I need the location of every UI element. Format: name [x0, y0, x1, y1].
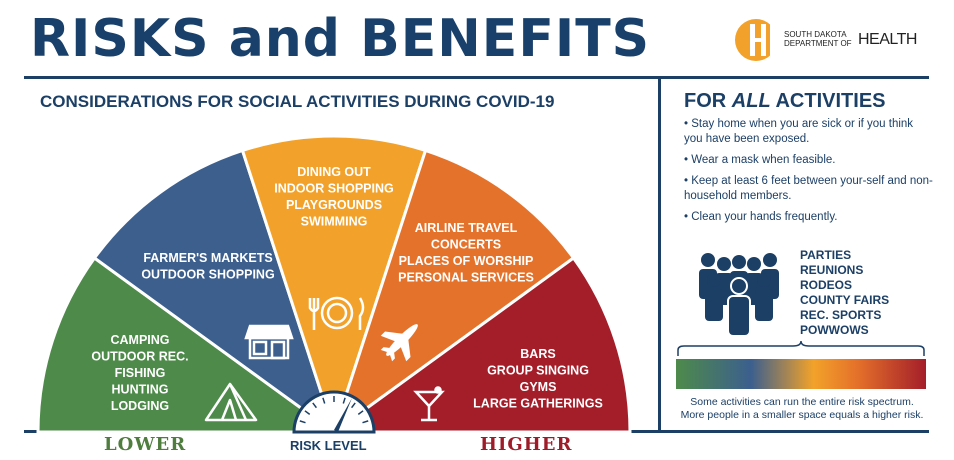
segment-label-airline: AIRLINE TRAVEL CONCERTS PLACES OF WORSHIP P… [398, 221, 534, 285]
airplane-icon [380, 324, 418, 362]
segment-item: FARMER'S MARKETS [143, 251, 272, 265]
dial-tick [299, 420, 306, 424]
segment-item: OUTDOOR SHOPPING [141, 268, 274, 282]
spectrum-note: Some activities can run the entire risk … [680, 396, 924, 421]
logo-health-text: HEALTH [858, 31, 917, 48]
segment-item: GROUP SINGING [487, 364, 589, 378]
top-divider [24, 76, 929, 79]
segment-item: SWIMMING [301, 215, 368, 229]
spectrum-bracket [677, 340, 925, 356]
page-title: RISKS and BENEFITS [30, 9, 651, 69]
list-item: • Stay home when you are sick or if you … [684, 118, 914, 145]
dial-tick [362, 420, 369, 424]
dial-tick [357, 410, 364, 415]
segment-item: HUNTING [112, 383, 169, 397]
segment-item: AIRLINE TRAVEL [415, 221, 518, 235]
vertical-divider [658, 79, 661, 432]
list-item: PARTIES [800, 248, 852, 262]
list-item: REUNIONS [800, 263, 864, 277]
segment-item: LARGE GATHERINGS [473, 397, 603, 411]
dial-tick [342, 397, 346, 404]
list-item: POWWOWS [800, 323, 869, 337]
segment-item: CONCERTS [431, 238, 501, 252]
segment-item: LODGING [111, 399, 169, 413]
gauge-segment-airline [331, 148, 576, 436]
segment-item: DINING OUT [297, 165, 371, 179]
dial-needle [334, 398, 352, 432]
risk-spectrum-bar [676, 359, 926, 389]
list-item: RODEOS [800, 278, 853, 292]
list-item: • Keep at least 6 feet between your-self… [684, 175, 933, 202]
dial-tick [312, 402, 317, 409]
segment-item: PLACES OF WORSHIP [399, 254, 534, 268]
sd-health-logo: SOUTH DAKOTA DEPARTMENT OF HEALTH [734, 16, 934, 64]
risk-dial [292, 390, 376, 434]
all-activities-title: FOR ALL ACTIVITIES [684, 90, 886, 112]
segment-item: FISHING [115, 366, 166, 380]
logo-text: SOUTH DAKOTA DEPARTMENT OF [784, 30, 852, 48]
storefront-icon [244, 324, 294, 360]
logo-mark-icon [735, 19, 780, 61]
segment-label-dining: DINING OUT INDOOR SHOPPING PLAYGROUNDS SWIM… [274, 165, 393, 229]
higher-label: HIGHER [480, 434, 573, 455]
dial-ticks [298, 396, 370, 433]
crowd-activities-list: PARTIES REUNIONS RODEOS COUNTY FAIRS REC… [800, 248, 889, 338]
list-item: REC. SPORTS [800, 308, 882, 322]
subtitle: CONSIDERATIONS FOR SOCIAL ACTIVITIES DUR… [40, 92, 555, 111]
gauge-segment-camping [36, 255, 339, 434]
lower-label: LOWER [104, 434, 187, 455]
segment-item: BARS [520, 347, 555, 361]
list-item: COUNTY FAIRS [800, 293, 890, 307]
segment-item: CAMPING [110, 333, 169, 347]
gauge-segment-markets [92, 148, 337, 436]
risk-level-label: RISK LEVEL [290, 438, 367, 453]
crowd-icon [699, 253, 779, 336]
segment-label-camping: CAMPING OUTDOOR REC. FISHING HUNTING LODGING [91, 333, 188, 413]
list-item: • Wear a mask when feasible. [684, 154, 836, 166]
segment-item: PLAYGROUNDS [286, 198, 382, 212]
dial-tick [304, 410, 311, 415]
dial-tick [351, 402, 356, 409]
plate-icon [308, 296, 365, 330]
list-item: • Clean your hands frequently. [684, 211, 838, 223]
cocktail-icon [413, 386, 445, 422]
dial-tick [322, 397, 326, 404]
tent-icon [204, 382, 258, 422]
segment-item: OUTDOOR REC. [91, 350, 188, 364]
gauge-segment-dining [240, 134, 428, 437]
segment-item: PERSONAL SERVICES [398, 271, 534, 285]
gauge-segment-bars [329, 255, 632, 434]
risk-gauge: CAMPING OUTDOOR REC. FISHING HUNTING LODGING… [36, 134, 632, 437]
tips-list: • Stay home when you are sick or if you … [684, 117, 934, 231]
segment-item: GYMS [520, 380, 557, 394]
segment-item: INDOOR SHOPPING [274, 182, 393, 196]
segment-label-markets: FARMER'S MARKETS OUTDOOR SHOPPING [141, 251, 274, 282]
segment-label-bars: BARS GROUP SINGING GYMS LARGE GATHERINGS [473, 347, 603, 411]
